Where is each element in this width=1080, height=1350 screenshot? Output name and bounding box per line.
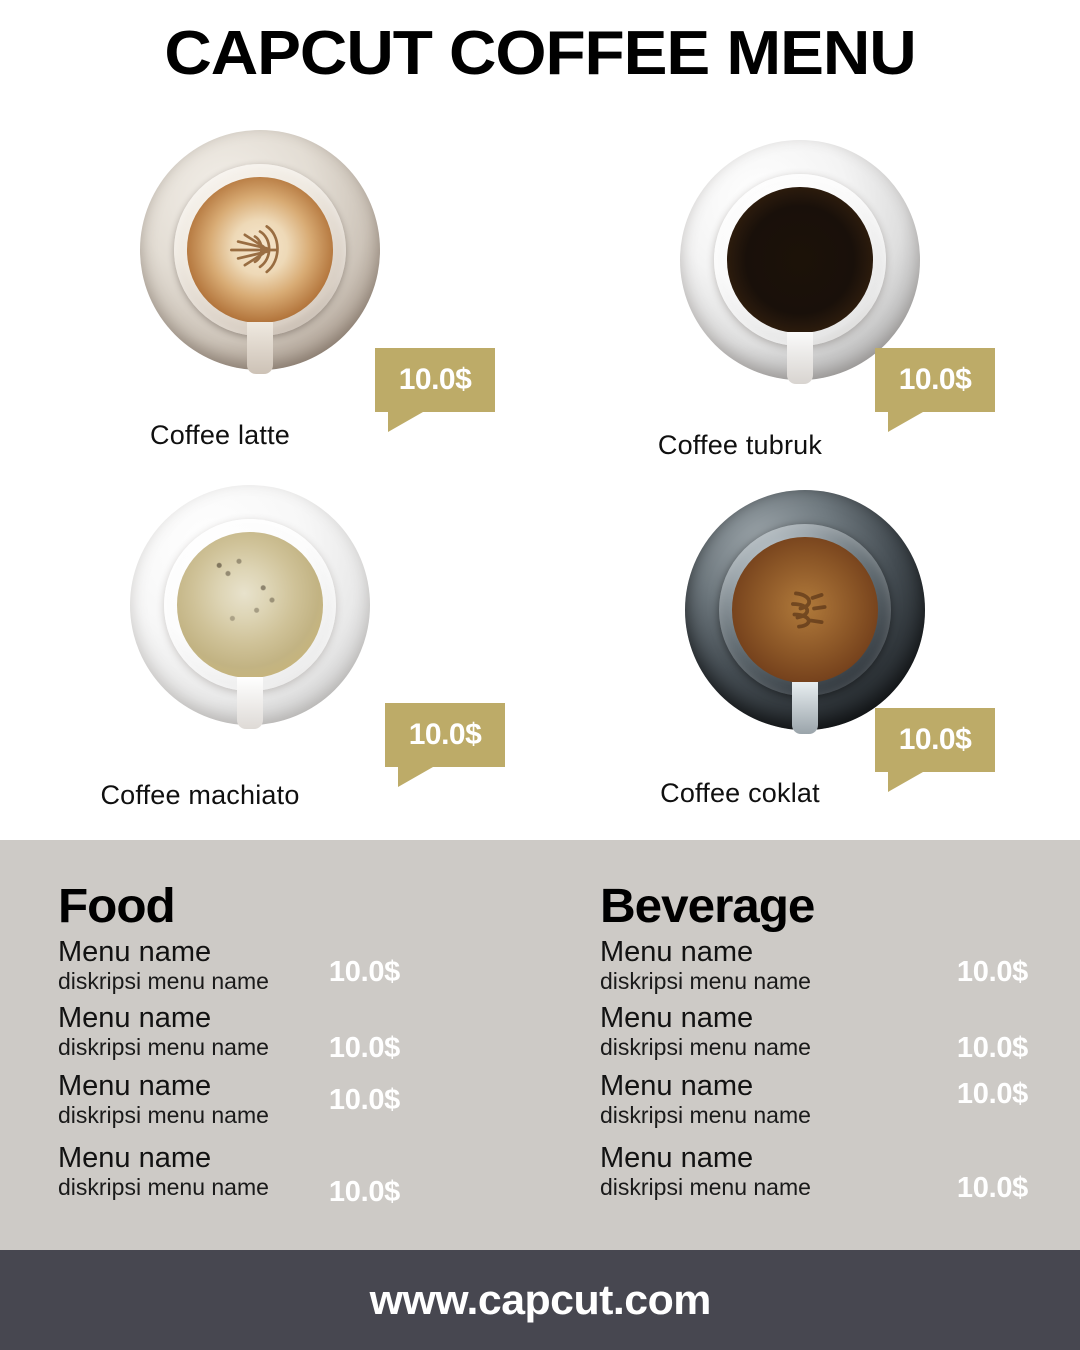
- menu-item-description: diskripsi menu name: [58, 1101, 269, 1128]
- menu-item-texts: Menu name diskripsi menu name: [58, 1002, 269, 1060]
- menu-item-texts: Menu name diskripsi menu name: [600, 1070, 811, 1128]
- cup-handle: [247, 322, 273, 374]
- price-tag-tail: [398, 767, 433, 787]
- website-url[interactable]: www.capcut.com: [369, 1276, 711, 1323]
- menu-list-item[interactable]: Menu name diskripsi menu name 10.0$: [58, 1142, 528, 1208]
- menu-item-texts: Menu name diskripsi menu name: [600, 1142, 811, 1200]
- menu-item-name: Menu name: [600, 936, 754, 969]
- price-label: 10.0$: [408, 718, 482, 751]
- cup-handle: [787, 332, 813, 384]
- coffee-liquid: [187, 177, 333, 323]
- menu-item-texts: Menu name diskripsi menu name: [58, 1070, 269, 1128]
- menu-item-texts: Menu name diskripsi menu name: [600, 1002, 811, 1060]
- cup-shape: [713, 173, 887, 347]
- menu-item-price: 10.0$: [956, 1172, 1028, 1205]
- menu-item-texts: Menu name diskripsi menu name: [58, 1142, 269, 1200]
- section-heading-beverage: Beverage: [600, 880, 815, 933]
- price-tag-coffee-tubruk[interactable]: 10.0$: [875, 348, 995, 432]
- price-tag-tail: [388, 412, 423, 432]
- coffee-tubruk-image: [680, 140, 920, 384]
- menu-item-price: 10.0$: [956, 1032, 1028, 1065]
- menu-panel: Food Menu name diskripsi menu name 10.0$…: [0, 840, 1080, 1250]
- price-tag-tail: [888, 772, 923, 792]
- cup-handle: [237, 677, 263, 729]
- coffee-coklat-image: [685, 490, 925, 734]
- menu-item-name: Menu name: [600, 1002, 754, 1035]
- menu-item-price: 10.0$: [328, 1176, 400, 1209]
- menu-item-price: 10.0$: [328, 956, 400, 989]
- menu-item-price: 10.0$: [328, 1084, 400, 1117]
- menu-list-item[interactable]: Menu name diskripsi menu name 10.0$: [58, 936, 528, 1002]
- menu-list-item[interactable]: Menu name diskripsi menu name 10.0$: [600, 1142, 1070, 1208]
- coffee-liquid: [177, 532, 323, 678]
- product-name-label: Coffee tubruk: [657, 430, 823, 460]
- menu-item-description: diskripsi menu name: [58, 967, 269, 994]
- menu-list-item[interactable]: Menu name diskripsi menu name 10.0$: [58, 1002, 528, 1070]
- coffee-machiato-image: [130, 485, 370, 729]
- cup-shape: [173, 163, 347, 337]
- footer-bar: www.capcut.com: [0, 1250, 1080, 1350]
- menu-item-description: diskripsi menu name: [58, 1033, 269, 1060]
- product-card-coffee-latte[interactable]: 10.0$ Coffee latte: [20, 130, 500, 480]
- menu-item-description: diskripsi menu name: [600, 1101, 811, 1128]
- product-grid: 10.0$ Coffee latte 10.0$ Coffee tubruk: [0, 130, 1080, 840]
- price-tag-coffee-machiato[interactable]: 10.0$: [385, 703, 505, 787]
- menu-item-name: Menu name: [58, 936, 212, 969]
- menu-list-item[interactable]: Menu name diskripsi menu name 10.0$: [600, 936, 1070, 1002]
- menu-item-name: Menu name: [600, 1070, 754, 1103]
- coffee-latte-image: [140, 130, 380, 374]
- foam-bubbles: [194, 546, 306, 649]
- price-label: 10.0$: [398, 363, 472, 396]
- page-title: CAPCUT COFFEE MENU: [164, 19, 916, 88]
- menu-column-food: Food Menu name diskripsi menu name 10.0$…: [58, 881, 528, 1208]
- cup-handle: [792, 682, 818, 734]
- menu-item-price: 10.0$: [328, 1032, 400, 1065]
- product-card-coffee-tubruk[interactable]: 10.0$ Coffee tubruk: [560, 140, 1040, 490]
- cup-shape: [163, 518, 337, 692]
- latte-art-icon: [230, 225, 279, 274]
- menu-item-price: 10.0$: [956, 956, 1028, 989]
- product-card-coffee-machiato[interactable]: 10.0$ Coffee machiato: [20, 485, 505, 835]
- coffee-liquid: [727, 187, 873, 333]
- menu-item-description: diskripsi menu name: [600, 1173, 811, 1200]
- price-tag-coffee-latte[interactable]: 10.0$: [375, 348, 495, 432]
- price-tag-tail: [888, 412, 923, 432]
- chocolate-dusting-icon: [791, 591, 827, 629]
- menu-item-description: diskripsi menu name: [600, 967, 811, 994]
- menu-column-beverage: Beverage Menu name diskripsi menu name 1…: [600, 881, 1070, 1208]
- menu-item-price: 10.0$: [956, 1078, 1028, 1111]
- section-heading-food: Food: [58, 880, 176, 933]
- coffee-liquid: [732, 537, 878, 683]
- product-name-label: Coffee coklat: [660, 778, 820, 808]
- product-card-coffee-coklat[interactable]: 10.0$ Coffee coklat: [560, 490, 1040, 840]
- menu-item-texts: Menu name diskripsi menu name: [600, 936, 811, 994]
- menu-list-item[interactable]: Menu name diskripsi menu name 10.0$: [600, 1002, 1070, 1070]
- price-label: 10.0$: [898, 723, 972, 756]
- menu-list-item[interactable]: Menu name diskripsi menu name 10.0$: [58, 1070, 528, 1142]
- price-label: 10.0$: [898, 363, 972, 396]
- menu-item-texts: Menu name diskripsi menu name: [58, 936, 269, 994]
- price-tag-coffee-coklat[interactable]: 10.0$: [875, 708, 995, 792]
- menu-item-name: Menu name: [58, 1070, 212, 1103]
- product-name-label: Coffee machiato: [100, 780, 300, 810]
- menu-item-description: diskripsi menu name: [600, 1033, 811, 1060]
- product-name-label: Coffee latte: [150, 420, 290, 450]
- menu-list-item[interactable]: Menu name diskripsi menu name 10.0$: [600, 1070, 1070, 1142]
- menu-item-description: diskripsi menu name: [58, 1173, 269, 1200]
- menu-item-name: Menu name: [600, 1142, 754, 1175]
- menu-item-name: Menu name: [58, 1142, 212, 1175]
- menu-item-name: Menu name: [58, 1002, 212, 1035]
- cup-shape: [718, 523, 892, 697]
